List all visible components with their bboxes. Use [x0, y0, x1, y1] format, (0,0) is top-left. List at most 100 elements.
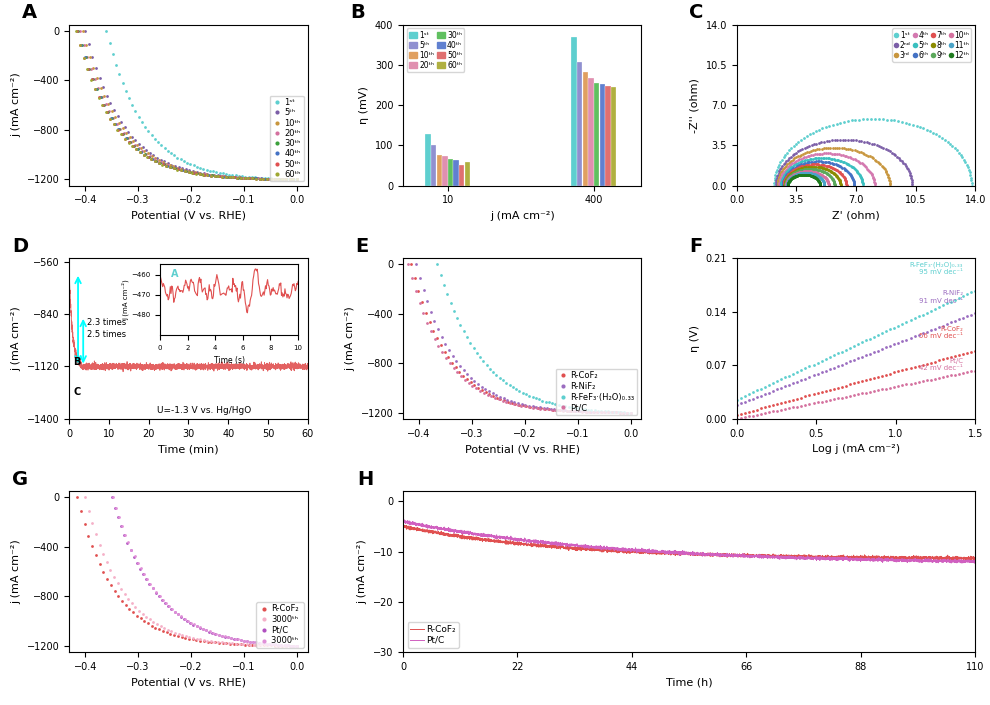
R-CoF₂ [135, 614, 147, 623]
Text: E: E [355, 236, 368, 255]
R-NiF₂ [544, 405, 556, 413]
Bar [571, 37, 577, 185]
40ᵗʰ [291, 175, 303, 183]
30ᵗʰ [110, 120, 122, 128]
R-CoF₂ [405, 260, 417, 269]
10ᵗʰ [139, 147, 150, 155]
1ˢᵗ [161, 147, 173, 155]
R-FeF₃·(H₂O)₀.₃₃ [432, 260, 444, 269]
R-CoF₂ [397, 522, 409, 531]
Pt/C [402, 260, 414, 269]
Line: 30ᵗʰ: 30ᵗʰ [77, 30, 298, 180]
Legend: 1ˢᵗ, 5ᵗʰ, 10ᵗʰ, 20ᵗʰ, 30ᵗʰ, 40ᵗʰ, 50ᵗʰ, 60ᵗʰ: 1ˢᵗ, 5ᵗʰ, 10ᵗʰ, 20ᵗʰ, 30ᵗʰ, 40ᵗʰ, 50ᵗʰ, … [407, 28, 464, 72]
50ᵗʰ [142, 153, 153, 161]
R-CoF₂ [476, 386, 488, 394]
20ᵗʰ [111, 119, 123, 128]
3000ᵗʰ [148, 618, 159, 626]
20ᵗʰ [129, 141, 141, 149]
R-NiF₂ [472, 380, 484, 388]
40ᵗʰ [135, 147, 147, 156]
Bar [443, 157, 447, 185]
Pt/C [969, 557, 981, 565]
20ᵗʰ [148, 154, 159, 163]
10ᵗʰ [76, 27, 88, 35]
30ᵗʰ [147, 154, 158, 163]
R-CoF₂ [769, 551, 781, 560]
R-CoF₂ [109, 587, 121, 595]
Text: R-NiF₂
91 mV dec⁻¹: R-NiF₂ 91 mV dec⁻¹ [920, 290, 963, 304]
5ᵗʰ [141, 146, 152, 154]
10ᵗʰ [131, 140, 143, 149]
R-CoF₂ [616, 548, 628, 556]
R-NiF₂ [410, 260, 422, 269]
3000ᵗʰ [79, 493, 91, 502]
X-axis label: Time (h): Time (h) [666, 678, 713, 687]
20ᵗʰ [291, 175, 303, 183]
3000ᵗʰ [291, 642, 303, 650]
1ˢᵗ [133, 113, 145, 121]
Legend: 1ˢᵗ, 5ᵗʰ, 10ᵗʰ, 20ᵗʰ, 30ᵗʰ, 40ᵗʰ, 50ᵗʰ, 60ᵗʰ: 1ˢᵗ, 5ᵗʰ, 10ᵗʰ, 20ᵗʰ, 30ᵗʰ, 40ᵗʰ, 50ᵗʰ, … [269, 96, 304, 181]
60ᵗʰ [134, 148, 146, 157]
Y-axis label: j (mA cm⁻²): j (mA cm⁻²) [11, 306, 21, 371]
R-FeF₃·(H₂O)₀.₃₃ [552, 400, 564, 409]
20ᵗʰ [74, 27, 86, 35]
Pt/C [824, 554, 836, 563]
10ᵗʰ [149, 154, 161, 162]
Text: C: C [689, 4, 704, 23]
50ᵗʰ [135, 148, 147, 157]
Y-axis label: j (mA cm⁻²): j (mA cm⁻²) [11, 73, 21, 137]
50ᵗʰ [146, 155, 157, 164]
R-CoF₂ [468, 381, 480, 389]
X-axis label: Z' (ohm): Z' (ohm) [832, 211, 880, 221]
Line: Pt/C: Pt/C [403, 520, 975, 563]
5ᵗʰ [79, 27, 91, 35]
Y-axis label: j (mA cm⁻²): j (mA cm⁻²) [11, 539, 21, 604]
Bar [453, 160, 458, 185]
20ᵗʰ [137, 147, 148, 156]
R-NiF₂ [465, 374, 477, 382]
40ᵗʰ [127, 142, 139, 150]
5ᵗʰ [148, 151, 159, 159]
Line: 60ᵗʰ: 60ᵗʰ [75, 30, 298, 180]
X-axis label: Potential (V vs. RHE): Potential (V vs. RHE) [131, 678, 246, 687]
R-NiF₂ [479, 385, 491, 393]
Bar [594, 83, 599, 185]
Pt/C [466, 381, 478, 390]
40ᵗʰ [146, 155, 157, 164]
Pt/C [106, 493, 118, 502]
R-CoF₂ [71, 493, 83, 502]
R-CoF₂ [741, 551, 752, 559]
Pt/C [459, 376, 471, 384]
Y-axis label: j (mA cm⁻²): j (mA cm⁻²) [357, 539, 367, 604]
Bar [426, 135, 431, 185]
60ᵗʰ [70, 27, 82, 35]
R-FeF₃·(H₂O)₀.₃₃ [497, 376, 509, 385]
Text: 2.3 times: 2.3 times [87, 318, 127, 327]
X-axis label: Potential (V vs. RHE): Potential (V vs. RHE) [131, 211, 246, 221]
R-CoF₂ [479, 388, 491, 396]
Line: 1ˢᵗ: 1ˢᵗ [105, 30, 298, 180]
60ᵗʰ [209, 172, 221, 180]
3000ᵗʰ [133, 606, 145, 615]
40ᵗʰ [143, 153, 154, 161]
20ᵗʰ [144, 152, 155, 161]
60ᵗʰ [142, 153, 153, 161]
Bar [459, 165, 464, 185]
10ᵗʰ [291, 175, 303, 183]
Legend: R-CoF₂, R-NiF₂, R-FeF₃·(H₂O)₀.₃₃, Pt/C: R-CoF₂, R-NiF₂, R-FeF₃·(H₂O)₀.₃₃, Pt/C [555, 369, 638, 415]
Pt/C [769, 553, 781, 561]
1ˢᵗ [220, 170, 232, 178]
X-axis label: Potential (V vs. RHE): Potential (V vs. RHE) [464, 444, 580, 454]
3000ᵗʰ [212, 638, 224, 646]
X-axis label: Log j (mA cm⁻²): Log j (mA cm⁻²) [812, 444, 900, 454]
Bar [600, 84, 605, 185]
Pt/C [397, 517, 409, 526]
R-CoF₂ [143, 619, 154, 627]
Legend: R-CoF₂, 3000ᵗʰ, Pt/C, 3000ᵗʰ : R-CoF₂, 3000ᵗʰ, Pt/C, 3000ᵗʰ [256, 602, 304, 648]
Y-axis label: -Z'' (ohm): -Z'' (ohm) [690, 78, 700, 133]
Text: F: F [689, 236, 702, 255]
Bar [437, 155, 442, 185]
Text: H: H [357, 470, 373, 489]
50ᵗʰ [209, 172, 221, 180]
R-CoF₂ [209, 638, 221, 646]
